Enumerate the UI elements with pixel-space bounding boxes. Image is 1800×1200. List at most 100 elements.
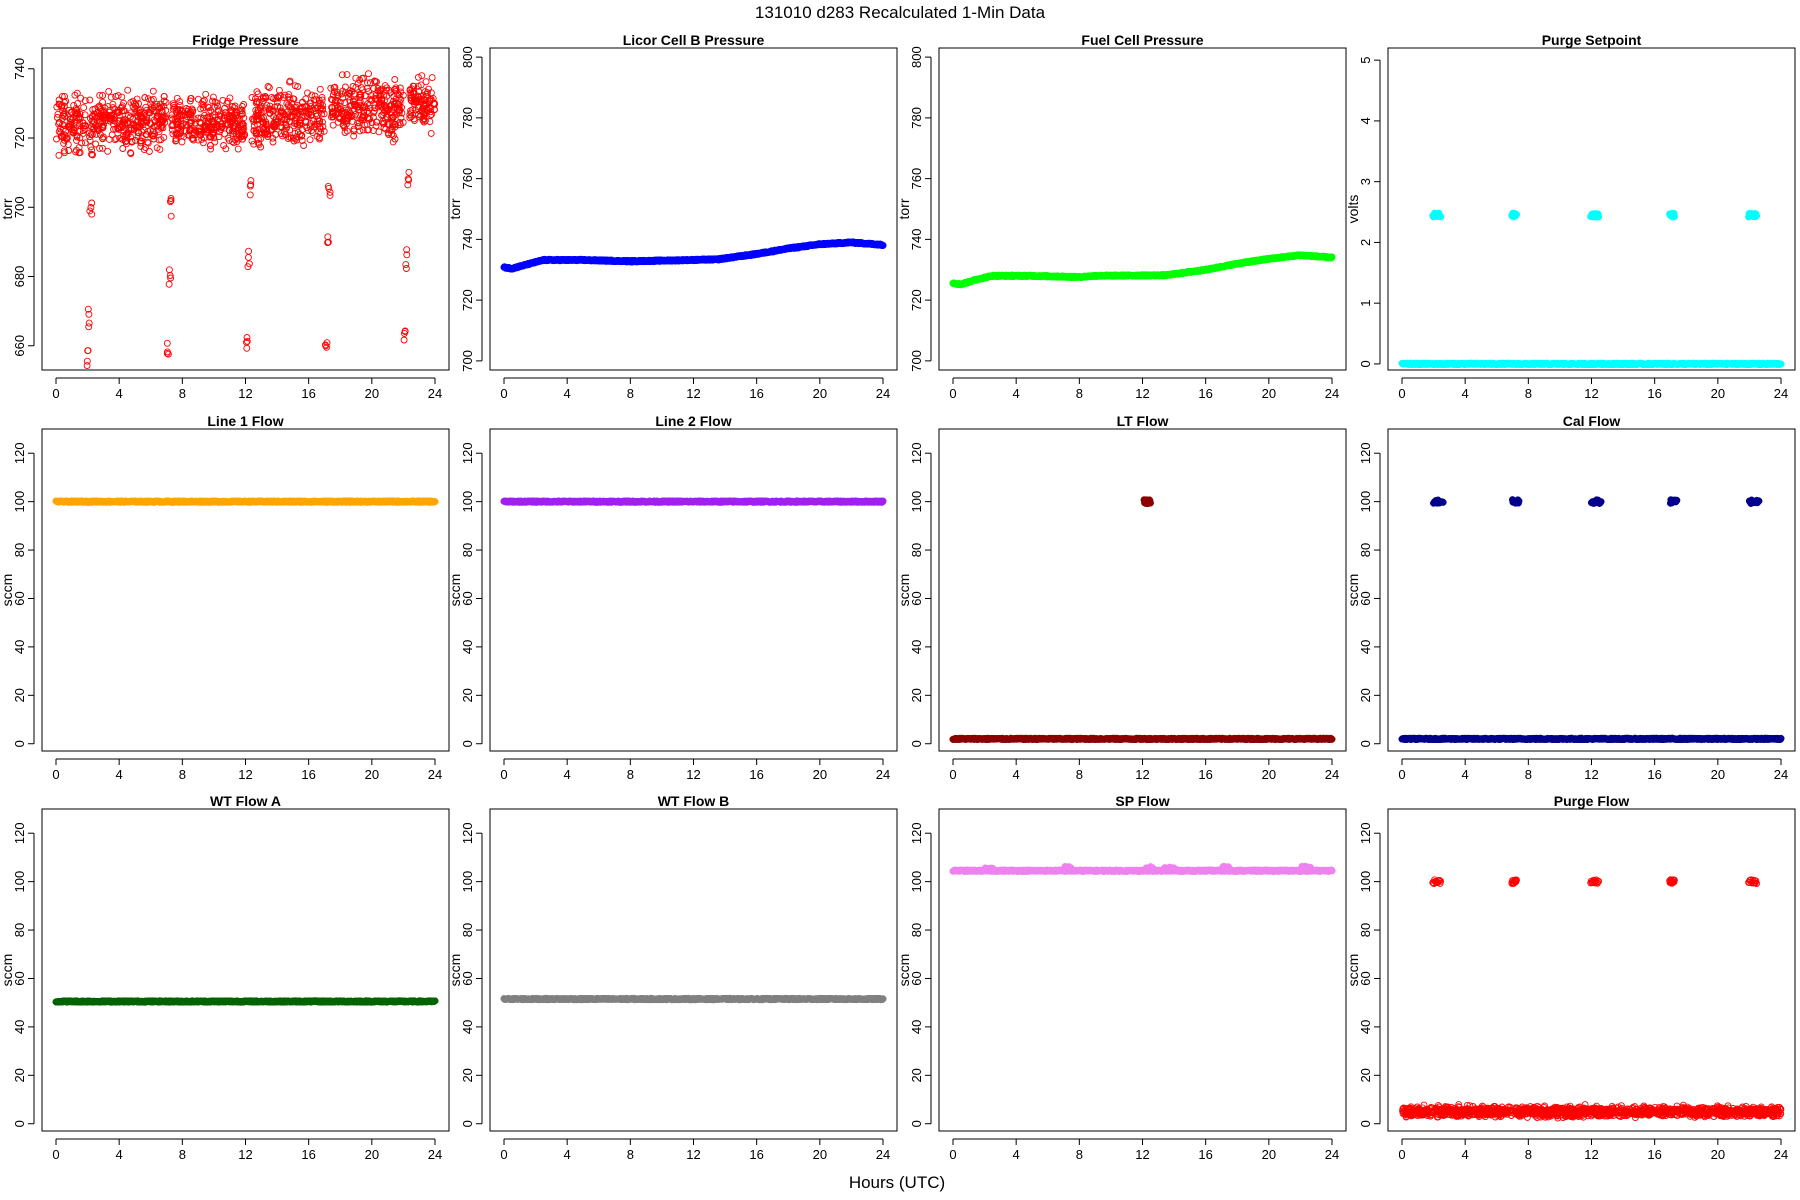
data-point [400,336,408,344]
data-point [61,92,69,100]
data-point [92,140,100,148]
data-point [283,100,291,108]
x-tick-label: 4 [116,767,123,782]
data-point [231,125,239,133]
data-point [257,130,265,138]
panel-title: Fuel Cell Pressure [1081,32,1203,48]
data-point [111,136,119,144]
data-point [224,134,232,142]
data-point [263,101,271,109]
data-point [210,134,218,142]
data-point [104,147,112,155]
data-point [317,125,325,133]
x-tick-label: 4 [564,386,571,401]
data-point [173,120,181,128]
data-point [127,109,135,117]
data-point [211,111,219,119]
x-tick-label: 12 [1584,386,1598,401]
data-point [99,98,107,106]
data-point [243,344,251,352]
data-point [168,114,175,122]
data-point [197,105,205,113]
data-point [261,130,269,138]
x-tick-label: 24 [876,386,890,401]
y-tick-label: 1 [1358,300,1373,307]
data-point [109,120,117,128]
data-point [307,103,315,111]
data-point [320,127,328,135]
data-point [187,95,195,103]
x-axis: 0 4 8 12 16 20 24 [500,377,890,401]
x-tick-label: 24 [1774,386,1788,401]
data-point [341,99,349,107]
x-tick-label: 20 [365,767,379,782]
data-point [270,120,278,128]
data-point [375,93,383,101]
data-point [141,143,149,151]
data-point [200,125,208,132]
plot-frame [41,47,450,371]
data-point [105,87,113,95]
x-tick-label: 0 [500,386,507,401]
data-point [142,103,150,111]
data-point [246,191,254,199]
x-tick-label: 12 [686,767,700,782]
panel-title: Line 1 Flow [207,413,283,429]
data-point [199,98,207,105]
y-tick-label: 120 [460,442,475,464]
data-point [359,126,367,134]
data-point [141,94,149,102]
data-point [285,91,293,99]
data-points [53,70,439,370]
data-point [86,136,94,144]
data-point [213,120,221,128]
data-point [306,123,314,131]
y-tick-label: 5 [1358,57,1373,64]
x-tick-label: 20 [1711,386,1725,401]
panel-title: Fridge Pressure [192,32,299,48]
data-point [145,109,152,116]
figure-title: 131010 d283 Recalculated 1-Min Data [755,3,1046,22]
data-points [500,497,887,506]
data-point [276,123,284,131]
x-tick-label: 20 [813,386,827,401]
data-point [238,107,246,115]
data-point [371,78,379,86]
y-tick-label: 3 [1358,178,1373,185]
data-point [60,147,68,155]
y-tick-label: 2 [1358,239,1373,246]
data-point [54,110,62,118]
x-axis: 0 4 8 12 16 20 24 [949,377,1339,401]
data-point [300,142,308,150]
data-point [219,96,227,104]
data-point [253,98,261,106]
x-tick-label: 16 [301,386,315,401]
y-axis-label: sccm [447,574,463,607]
data-point [291,82,299,90]
data-point [329,121,337,129]
data-point [230,139,238,147]
data-point [200,114,208,122]
y-axis-label: torr [447,198,463,219]
data-point [178,138,186,146]
data-point [174,113,182,121]
data-point [253,109,261,117]
data-point [1512,210,1521,218]
data-point [284,111,292,119]
data-point [1595,213,1603,221]
data-point [280,94,288,102]
data-point [115,116,123,124]
data-point [319,123,327,131]
data-point [380,124,388,132]
data-point [56,125,64,133]
data-point [388,130,396,138]
data-point [354,80,362,88]
data-point [209,97,217,105]
data-point [231,136,239,144]
data-point [160,92,168,100]
data-point [215,133,223,141]
data-point [97,105,105,113]
